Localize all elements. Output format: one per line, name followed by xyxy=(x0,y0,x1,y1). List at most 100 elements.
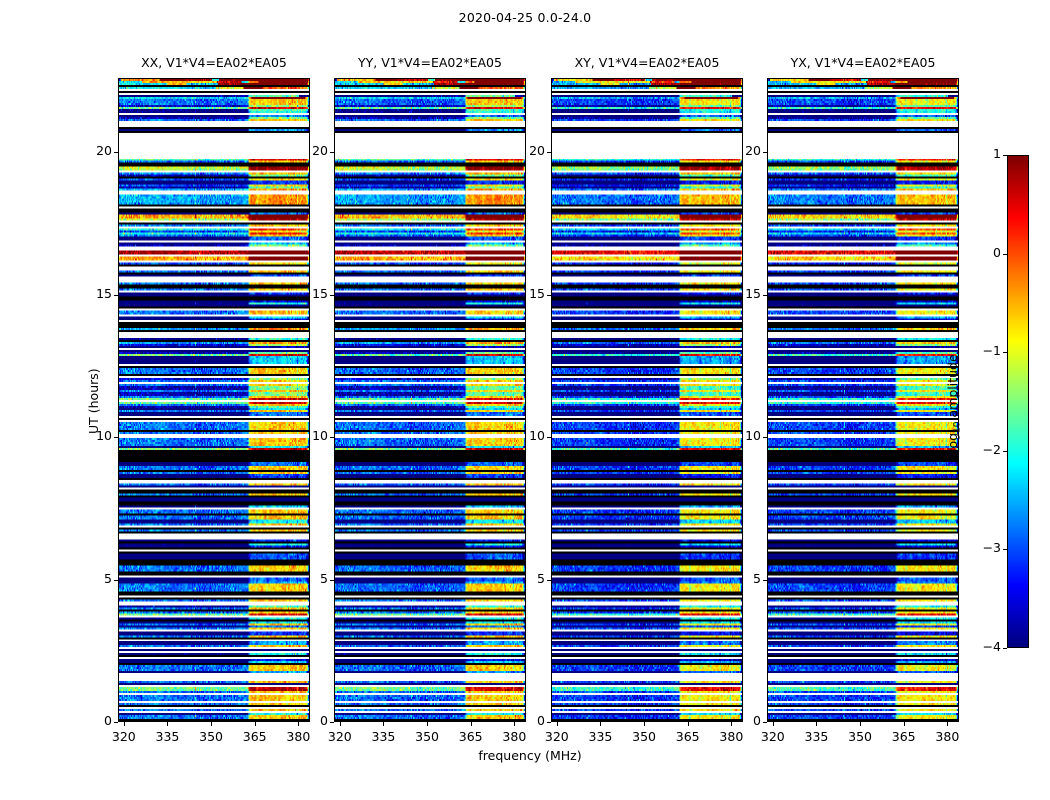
y-tick-mark xyxy=(547,722,551,723)
y-tick-mark xyxy=(114,722,118,723)
x-tick-mark xyxy=(340,722,341,726)
x-tick-mark xyxy=(860,722,861,726)
x-tick-mark xyxy=(298,722,299,726)
y-tick-mark xyxy=(330,437,334,438)
y-tick-label: 15 xyxy=(312,285,328,301)
x-tick-mark xyxy=(167,722,168,726)
y-tick-label: 20 xyxy=(312,143,328,159)
y-tick-mark xyxy=(114,295,118,296)
x-axis-label: frequency (MHz) xyxy=(478,748,582,763)
colorbar-label-suffix: amplitude xyxy=(945,353,960,421)
x-tick-mark xyxy=(644,722,645,726)
y-tick-mark xyxy=(330,722,334,723)
x-tick-mark xyxy=(471,722,472,726)
x-tick-label: 380 xyxy=(935,729,960,744)
heatmap-panel-yy xyxy=(334,78,526,722)
colorbar-tick-label: 1 xyxy=(993,146,1001,161)
x-tick-label: 320 xyxy=(327,729,352,744)
x-tick-mark xyxy=(904,722,905,726)
y-tick-mark xyxy=(763,152,767,153)
panel-title-xy: XY, V1*V4=EA02*EA05 xyxy=(574,55,720,70)
colorbar-label-subscript: 10 xyxy=(952,420,963,433)
y-tick-label: 5 xyxy=(320,570,328,586)
y-tick-mark xyxy=(330,152,334,153)
colorbar-tick-mark xyxy=(1003,155,1007,156)
panel-title-yx: YX, V1*V4=EA02*EA05 xyxy=(790,55,936,70)
x-tick-mark xyxy=(731,722,732,726)
x-tick-label: 365 xyxy=(458,729,483,744)
y-tick-mark xyxy=(547,437,551,438)
x-tick-label: 380 xyxy=(286,729,311,744)
x-tick-mark xyxy=(947,722,948,726)
y-tick-label: 0 xyxy=(753,713,761,728)
colorbar-tick-label: −4 xyxy=(982,639,1001,654)
x-tick-mark xyxy=(600,722,601,726)
y-tick-label: 0 xyxy=(320,713,328,728)
colorbar-tick-label: −2 xyxy=(982,441,1001,457)
x-tick-mark xyxy=(688,722,689,726)
y-axis-label: UT (hours) xyxy=(86,368,101,434)
colorbar-tick-label: 0 xyxy=(993,244,1001,260)
colorbar-label-prefix: log xyxy=(945,432,960,452)
x-tick-label: 350 xyxy=(632,729,656,744)
y-tick-label: 15 xyxy=(745,285,761,301)
x-tick-label: 380 xyxy=(502,729,527,744)
x-tick-mark xyxy=(211,722,212,726)
x-tick-label: 335 xyxy=(804,729,829,744)
colorbar-tick-mark xyxy=(1003,254,1007,255)
y-tick-label: 0 xyxy=(104,713,112,728)
heatmap-panel-xx xyxy=(118,78,310,722)
panel-title-yy: YY, V1*V4=EA02*EA05 xyxy=(358,55,502,70)
x-tick-label: 380 xyxy=(719,729,744,744)
x-tick-mark xyxy=(124,722,125,726)
x-tick-label: 335 xyxy=(371,729,396,744)
x-tick-label: 320 xyxy=(760,729,785,744)
y-tick-label: 0 xyxy=(537,713,545,728)
x-tick-mark xyxy=(383,722,384,726)
y-tick-label: 10 xyxy=(529,428,545,444)
x-tick-mark xyxy=(514,722,515,726)
y-tick-label: 10 xyxy=(96,428,112,444)
y-tick-mark xyxy=(547,580,551,581)
x-tick-mark xyxy=(816,722,817,726)
y-tick-mark xyxy=(763,722,767,723)
colorbar-tick-label: −1 xyxy=(982,343,1001,359)
y-tick-mark xyxy=(114,437,118,438)
heatmap-panel-xy xyxy=(551,78,743,722)
y-tick-mark xyxy=(763,580,767,581)
colorbar-tick-mark xyxy=(1003,648,1007,649)
y-tick-mark xyxy=(330,295,334,296)
x-tick-label: 365 xyxy=(675,729,700,744)
y-tick-label: 20 xyxy=(529,143,545,159)
colorbar-tick-label: −3 xyxy=(982,540,1001,556)
y-tick-mark xyxy=(330,580,334,581)
y-tick-label: 15 xyxy=(529,285,545,301)
x-tick-mark xyxy=(557,722,558,726)
y-tick-label: 5 xyxy=(537,570,545,586)
colorbar-gradient xyxy=(1008,156,1028,647)
heatmap-panel-yx xyxy=(767,78,959,722)
y-tick-mark xyxy=(547,295,551,296)
colorbar-tick-mark xyxy=(1003,352,1007,353)
figure-suptitle: 2020-04-25 0.0-24.0 xyxy=(458,10,592,25)
y-tick-mark xyxy=(547,152,551,153)
y-tick-label: 20 xyxy=(745,143,761,159)
y-tick-label: 10 xyxy=(745,428,761,444)
colorbar-label: log10 amplitude xyxy=(945,354,963,452)
y-tick-mark xyxy=(114,580,118,581)
y-tick-mark xyxy=(763,437,767,438)
colorbar xyxy=(1007,155,1029,648)
x-tick-label: 365 xyxy=(891,729,916,744)
y-tick-label: 15 xyxy=(96,285,112,301)
x-tick-label: 350 xyxy=(415,729,439,744)
x-tick-label: 365 xyxy=(242,729,267,744)
y-tick-label: 10 xyxy=(312,428,328,444)
colorbar-tick-mark xyxy=(1003,549,1007,550)
x-tick-mark xyxy=(427,722,428,726)
panel-title-xx: XX, V1*V4=EA02*EA05 xyxy=(141,55,287,70)
y-tick-label: 5 xyxy=(753,570,761,586)
x-tick-label: 335 xyxy=(155,729,180,744)
x-tick-label: 350 xyxy=(848,729,872,744)
colorbar-tick-mark xyxy=(1003,451,1007,452)
